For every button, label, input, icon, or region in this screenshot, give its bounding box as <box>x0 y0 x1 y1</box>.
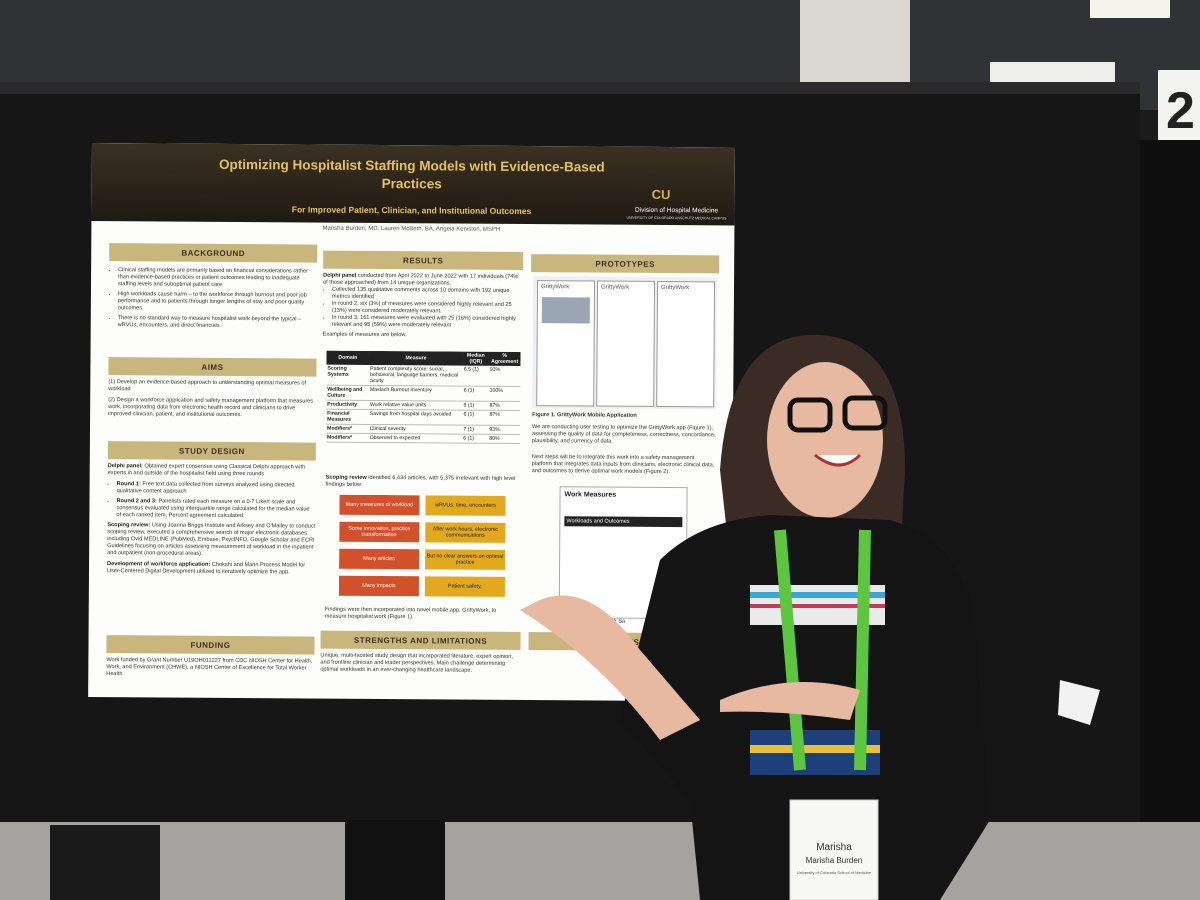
board-frame <box>0 82 1140 94</box>
hand <box>720 682 860 720</box>
ceiling-light <box>1090 0 1170 18</box>
badge-first-name: Marisha <box>816 842 852 853</box>
glasses <box>842 395 888 431</box>
booth-number: 2 <box>1166 82 1195 140</box>
arm <box>520 595 700 740</box>
badge-org: University of Colorado School of Medicin… <box>797 870 872 875</box>
top-stripe <box>750 592 885 598</box>
badge-full-name: Marisha Burden <box>806 856 862 865</box>
visitor-legs <box>50 825 160 900</box>
paper-cup <box>1058 680 1100 725</box>
name-badge <box>789 799 879 900</box>
glasses <box>787 397 833 433</box>
top-stripe <box>750 604 885 608</box>
face <box>767 362 883 518</box>
lanyard <box>774 529 871 771</box>
top-stripe <box>750 745 880 753</box>
floor <box>0 822 1200 900</box>
side-board <box>1140 140 1200 840</box>
visitor-legs <box>345 820 445 900</box>
smile <box>814 453 862 467</box>
